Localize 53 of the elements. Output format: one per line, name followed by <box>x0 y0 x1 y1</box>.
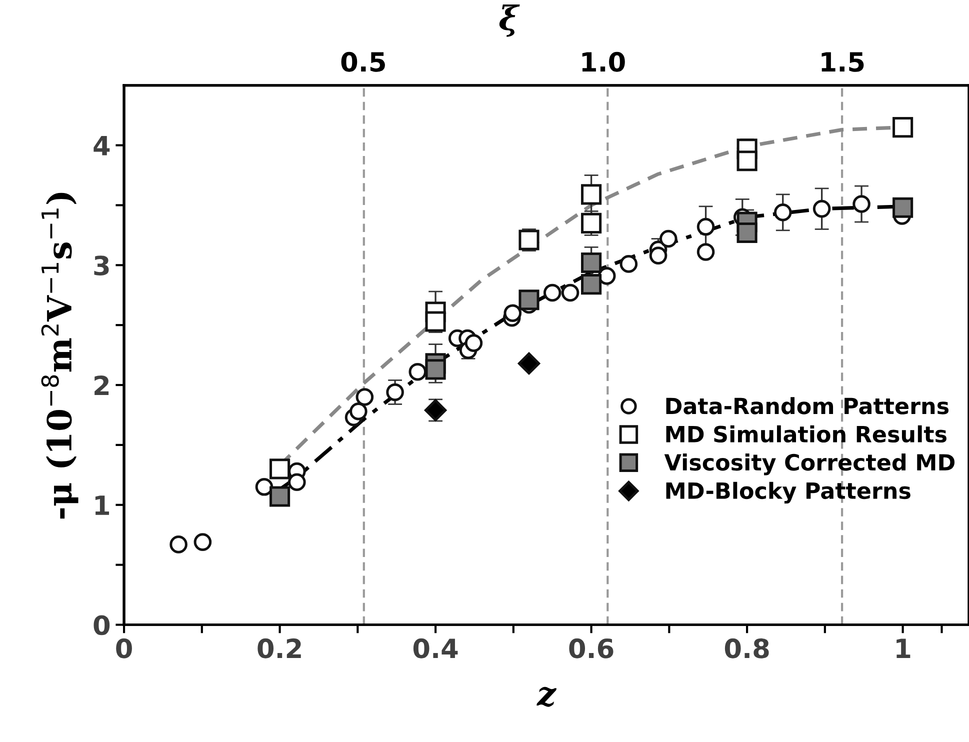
x-tick-label: 0.2 <box>258 638 301 658</box>
legend-label: Viscosity Corrected MD <box>664 454 955 476</box>
point <box>504 304 522 322</box>
point <box>620 255 638 273</box>
x2-tick-label: 1.5 <box>822 52 864 72</box>
point <box>386 383 404 402</box>
point <box>255 478 274 496</box>
point <box>696 218 715 236</box>
point <box>581 252 602 274</box>
x2-tick-label: 0.5 <box>341 52 385 72</box>
point <box>408 362 427 381</box>
y-tick-label: 2 <box>94 375 109 396</box>
point <box>581 184 602 205</box>
point <box>425 359 446 380</box>
y-tick-label: 3 <box>94 256 109 276</box>
point <box>561 284 580 302</box>
x-axis-title: z <box>536 686 557 707</box>
x-tick-label: 0.4 <box>413 638 458 658</box>
legend-label: MD-Blocky Patterns <box>666 482 910 504</box>
point <box>649 246 668 264</box>
point <box>424 399 447 422</box>
x2-axis-title: ξ <box>499 4 520 37</box>
point <box>852 195 870 213</box>
legend-label: Data-Random Patterns <box>666 397 948 414</box>
point <box>892 197 914 218</box>
point <box>170 536 188 554</box>
point <box>812 200 831 218</box>
point <box>425 311 446 332</box>
y-tick-label: 0 <box>94 615 110 636</box>
y-tick-label: 4 <box>94 136 110 156</box>
point <box>543 284 562 302</box>
point <box>660 230 678 248</box>
point <box>696 243 715 261</box>
point <box>270 486 290 507</box>
x2-tick-label: 1.0 <box>582 52 625 72</box>
point <box>194 533 212 551</box>
point <box>464 334 483 352</box>
point <box>288 473 306 492</box>
point <box>356 388 374 406</box>
x-tick-label: 0.8 <box>724 638 769 658</box>
x-tick-label: 0 <box>116 638 132 658</box>
x-tick-label: 1 <box>896 638 910 658</box>
point <box>581 274 602 295</box>
x-tick-label: 0.6 <box>569 638 614 658</box>
point <box>518 352 540 375</box>
legend-label: MD Simulation Results <box>666 425 946 443</box>
point <box>736 150 758 172</box>
point <box>350 402 368 420</box>
y-tick-label: 1 <box>95 496 110 515</box>
point <box>774 204 792 222</box>
point <box>270 458 290 480</box>
point <box>892 117 914 138</box>
text: -μ (10$^{−8}$m$^{2}$V$^{−1}$s$^{−1}$) <box>41 192 78 519</box>
